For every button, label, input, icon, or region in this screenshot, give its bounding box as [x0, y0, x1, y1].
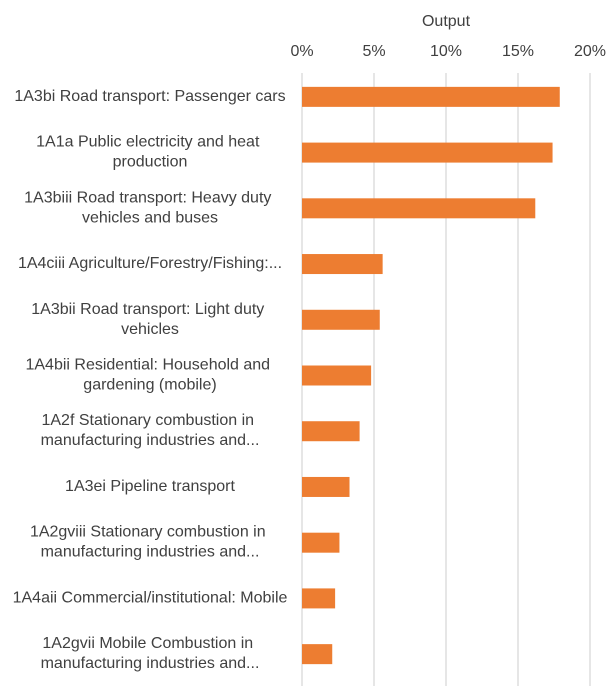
bar: [302, 254, 383, 275]
y-tick-label: 1A3bii Road transport: Light duty vehicl…: [31, 301, 268, 338]
y-tick-label: 1A3bi Road transport: Passenger cars: [14, 88, 285, 105]
x-tick-label: 20%: [574, 43, 606, 60]
y-tick-label: 1A4ciii Agriculture/Forestry/Fishing:...: [18, 255, 282, 272]
bar: [302, 588, 336, 609]
x-tick-label: 5%: [362, 43, 385, 60]
axis-title: Output: [422, 13, 471, 30]
bar: [302, 142, 553, 163]
bar: [302, 86, 560, 107]
bar: [302, 421, 360, 442]
y-tick-label: 1A2f Stationary combustion in manufactur…: [41, 412, 260, 449]
bar: [302, 365, 372, 386]
y-tick-label: 1A3biii Road transport: Heavy duty vehic…: [24, 190, 276, 227]
y-tick-label: 1A3ei Pipeline transport: [65, 478, 235, 495]
bar: [302, 198, 536, 219]
y-tick-label: 1A4aii Commercial/institutional: Mobile: [13, 590, 288, 607]
bar: [302, 532, 340, 553]
bar: [302, 476, 350, 497]
bar: [302, 644, 333, 665]
x-tick-label: 10%: [430, 43, 462, 60]
bar: [302, 309, 380, 330]
x-tick-label: 15%: [502, 43, 534, 60]
x-tick-label: 0%: [290, 43, 313, 60]
y-tick-label: 1A2gviii Stationary combustion in manufa…: [30, 524, 270, 561]
y-tick-label: 1A1a Public electricity and heat product…: [36, 134, 264, 171]
y-tick-label: 1A4bii Residential: Household and garden…: [25, 357, 274, 394]
y-tick-label: 1A2gvii Mobile Combustion in manufacturi…: [41, 635, 260, 672]
